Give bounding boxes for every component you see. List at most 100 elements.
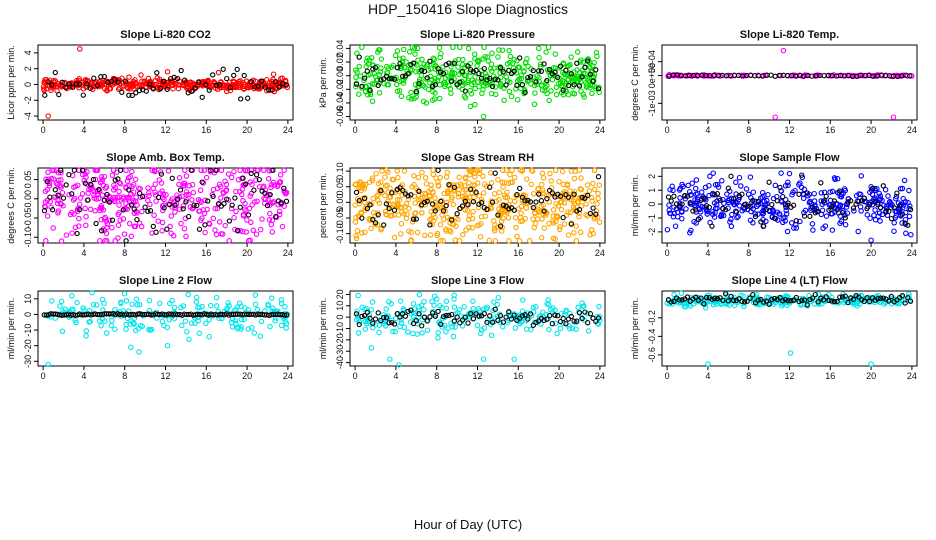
- data-point: [188, 320, 195, 327]
- data-point: [596, 303, 602, 310]
- data-point: [197, 187, 204, 194]
- x-tick-label: 12: [472, 125, 482, 135]
- data-point: [126, 74, 132, 80]
- data-point: [397, 311, 404, 317]
- data-point: [490, 218, 497, 224]
- data-point: [505, 215, 512, 221]
- data-point: [736, 203, 743, 209]
- data-point: [222, 178, 228, 184]
- data-point-black: [517, 55, 523, 61]
- data-point: [455, 191, 462, 197]
- data-point: [778, 188, 784, 194]
- data-point-black: [665, 194, 672, 200]
- data-point: [437, 221, 444, 228]
- data-point: [521, 69, 527, 75]
- data-point: [101, 173, 108, 180]
- data-point: [434, 232, 440, 239]
- data-point: [512, 325, 519, 331]
- data-point: [738, 183, 744, 189]
- data-point-black: [568, 221, 574, 227]
- data-point: [85, 190, 91, 197]
- data-point-black: [722, 291, 729, 297]
- data-point-black: [585, 58, 591, 64]
- data-point-black: [484, 319, 490, 326]
- data-point: [544, 192, 550, 199]
- data-point-black: [429, 201, 436, 207]
- data-point-black: [248, 78, 254, 85]
- outlier-point: [45, 361, 51, 368]
- data-point-black: [370, 320, 376, 326]
- data-point-black: [405, 70, 411, 77]
- data-point: [182, 167, 188, 174]
- data-point: [179, 82, 185, 88]
- y-tick-label: -0.04: [335, 93, 345, 114]
- data-point: [259, 216, 265, 222]
- data-point: [894, 299, 900, 306]
- data-point: [83, 222, 89, 229]
- data-point: [595, 195, 601, 202]
- data-point: [693, 177, 700, 183]
- data-point-black: [77, 206, 83, 213]
- data-point-black: [478, 75, 485, 81]
- data-point-black: [108, 78, 114, 85]
- data-point: [573, 238, 580, 244]
- data-point-black: [283, 82, 289, 88]
- data-point: [123, 167, 129, 174]
- data-point-black: [166, 201, 173, 208]
- data-point-black: [728, 293, 734, 300]
- y-tick-label: 4: [23, 50, 33, 55]
- outlier-point: [480, 356, 487, 362]
- data-point-black: [468, 186, 474, 192]
- data-point: [482, 53, 488, 60]
- x-tick-label: 20: [554, 371, 564, 381]
- data-point-black: [758, 296, 764, 303]
- data-point: [747, 217, 754, 224]
- data-point-black: [107, 199, 113, 205]
- data-point-black: [381, 76, 387, 82]
- data-point-black: [527, 74, 534, 80]
- data-point: [136, 220, 143, 226]
- data-point: [69, 293, 75, 299]
- data-point-black: [801, 297, 808, 303]
- data-point-black: [541, 208, 547, 214]
- x-tick-label: 20: [866, 125, 876, 135]
- data-point-black: [367, 202, 373, 208]
- data-point-black: [372, 65, 379, 71]
- data-point-black: [43, 312, 50, 318]
- data-point: [449, 194, 455, 201]
- data-point: [480, 173, 486, 180]
- data-point: [465, 77, 472, 84]
- data-point-black: [701, 301, 707, 307]
- x-tick-label: 8: [746, 125, 751, 135]
- data-point: [539, 216, 545, 222]
- data-point: [108, 322, 115, 329]
- data-point: [437, 174, 443, 181]
- data-point: [129, 301, 135, 307]
- data-point-black: [519, 194, 526, 200]
- data-point: [901, 177, 908, 184]
- data-point: [147, 83, 153, 89]
- data-point: [356, 201, 362, 207]
- data-point: [750, 189, 757, 195]
- data-point: [470, 298, 476, 304]
- data-point: [430, 55, 437, 61]
- data-point: [858, 173, 865, 179]
- data-point: [467, 69, 473, 75]
- data-point: [398, 231, 404, 237]
- data-point: [427, 216, 433, 223]
- data-point: [378, 226, 384, 233]
- data-point: [697, 209, 704, 215]
- data-point-black: [668, 299, 674, 305]
- data-point-black: [196, 226, 203, 232]
- data-point: [411, 173, 417, 179]
- data-point: [355, 330, 362, 336]
- data-point: [421, 190, 428, 197]
- data-point-black: [402, 313, 409, 319]
- data-point: [437, 238, 444, 244]
- data-point: [484, 304, 491, 310]
- data-point: [548, 178, 554, 184]
- data-point: [713, 202, 720, 208]
- outlier-point: [908, 231, 914, 238]
- data-point: [178, 220, 184, 227]
- data-point: [450, 201, 457, 208]
